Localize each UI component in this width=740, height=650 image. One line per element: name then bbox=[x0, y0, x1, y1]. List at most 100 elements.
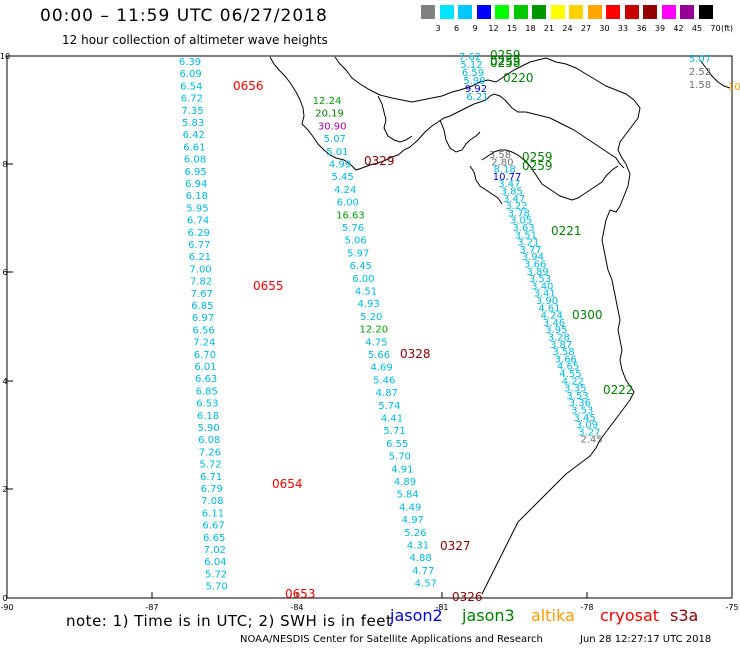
track1-wave-height: 7.67 bbox=[191, 289, 213, 300]
track3-wave-height: 3.87 bbox=[550, 340, 572, 351]
track1-wave-height: 7.35 bbox=[181, 106, 203, 117]
track3-wave-height: 3.47 bbox=[498, 179, 520, 190]
track1-wave-height: 6.18 bbox=[186, 191, 208, 202]
y-axis-labels: 0 2 4 6 8 10 bbox=[0, 52, 10, 603]
credit-line: NOAA/NESDIS Center for Satellite Applica… bbox=[240, 634, 543, 645]
legend-value: 30 bbox=[599, 24, 610, 33]
legend-swatch bbox=[495, 5, 509, 19]
legend-value: 24 bbox=[562, 24, 573, 33]
track1-time: 0654 bbox=[272, 477, 303, 491]
legend-swatch bbox=[698, 5, 713, 19]
track3-wave-height: 3.85 bbox=[501, 187, 523, 198]
track1-wave-height: 6.29 bbox=[188, 228, 210, 239]
track3-time: 0221 bbox=[551, 224, 582, 238]
axis-ticks bbox=[6, 55, 733, 599]
track1-wave-height: 6.56 bbox=[193, 325, 215, 336]
track2-wave-height: 16.63 bbox=[336, 210, 365, 221]
legend-value: 33 bbox=[617, 24, 629, 33]
satellite-label-jason3: jason3 bbox=[462, 606, 515, 625]
legend-swatch bbox=[680, 5, 694, 19]
track3-time: 0220 bbox=[503, 71, 534, 85]
legend-swatch bbox=[532, 5, 546, 19]
legend-value: 45 bbox=[691, 24, 703, 33]
track1-wave-height: 6.65 bbox=[203, 533, 225, 544]
track2-wave-height: 5.07 bbox=[324, 134, 346, 145]
track3-wave-height: 3.66 bbox=[524, 260, 546, 271]
track2-wave-height: 5.74 bbox=[378, 401, 400, 412]
legend-value: 6 bbox=[453, 24, 460, 33]
x-axis-label: -87 bbox=[145, 603, 158, 612]
generated-timestamp: Jun 28 12:27:17 UTC 2018 bbox=[580, 634, 712, 645]
track2-wave-height: 5.01 bbox=[326, 147, 348, 158]
track2-wave-height: 4.41 bbox=[381, 414, 403, 425]
track1-wave-height: 6.18 bbox=[197, 411, 219, 422]
track3-wave-height: 3.66 bbox=[555, 354, 577, 365]
track2-wave-height: 6.00 bbox=[337, 198, 359, 209]
x-axis-label: -75 bbox=[725, 603, 738, 612]
track3-wave-height: 3.53 bbox=[571, 406, 593, 417]
legend-value: 3 bbox=[435, 24, 441, 33]
altimeter-tracks: 6.396.096.546.727.355.836.426.616.086.95… bbox=[179, 48, 740, 604]
track2-time: 0326 bbox=[452, 590, 483, 604]
x-axis-label: -81 bbox=[435, 603, 448, 612]
track3-wave-height: 4.65 bbox=[557, 362, 579, 373]
track2-time: 0329 bbox=[364, 154, 395, 168]
legend-unit: (ft) bbox=[721, 24, 734, 33]
track3-wave-height: 8.18 bbox=[494, 165, 516, 176]
track1-wave-height: 6.97 bbox=[192, 313, 214, 324]
track3-time: 0258 bbox=[490, 56, 521, 70]
track2-wave-height: 5.71 bbox=[383, 426, 405, 437]
coastline bbox=[269, 56, 731, 595]
y-axis-label: 2 bbox=[2, 485, 7, 494]
track3-time: 0259 bbox=[490, 54, 521, 68]
track1-wave-height: 6.61 bbox=[183, 142, 205, 153]
track2-wave-height: 4.97 bbox=[402, 515, 424, 526]
track2-time: 0328 bbox=[400, 347, 431, 361]
track1-wave-height: 6.85 bbox=[196, 386, 218, 397]
track3-time: 0259 bbox=[522, 150, 553, 164]
legend-swatch bbox=[439, 5, 454, 19]
track3-wave-height: 3.45 bbox=[573, 413, 595, 424]
track3-wave-height: 3.21 bbox=[517, 238, 539, 249]
track3-wave-height: 3.63 bbox=[512, 223, 534, 234]
track2-wave-height: 5.20 bbox=[360, 312, 382, 323]
legend-swatch bbox=[569, 5, 583, 19]
track2-wave-height: 6.55 bbox=[386, 439, 408, 450]
legend-swatch bbox=[513, 5, 528, 19]
track1-wave-height: 6.74 bbox=[187, 216, 209, 227]
legend-value: 70 bbox=[710, 24, 721, 33]
track2-wave-height: 20.19 bbox=[315, 109, 344, 120]
track1-wave-height: 6.08 bbox=[184, 155, 206, 166]
track3-wave-height: 3.90 bbox=[536, 296, 558, 307]
satellite-label-jason2: jason2 bbox=[390, 606, 443, 625]
y-axis-label: 10 bbox=[0, 52, 10, 61]
track3-top-wave-height: 5.99 bbox=[463, 76, 485, 87]
track3-wave-height: 3.51 bbox=[515, 230, 537, 241]
map-subtitle: 12 hour collection of altimeter wave hei… bbox=[62, 33, 328, 47]
track2-wave-height: 4.31 bbox=[407, 541, 429, 552]
track1-wave-height: 6.95 bbox=[184, 167, 206, 178]
track3-time: 0259 bbox=[522, 159, 553, 173]
track2-wave-height: 5.45 bbox=[331, 172, 353, 183]
track3-wave-height: 4.22 bbox=[562, 376, 584, 387]
track1-wave-height: 7.24 bbox=[193, 338, 215, 349]
track3-wave-height: 3.77 bbox=[519, 245, 541, 256]
track1-wave-height: 7.82 bbox=[190, 277, 212, 288]
legend-swatch bbox=[624, 5, 639, 19]
track2-wave-height: 4.89 bbox=[394, 477, 416, 488]
track3-top-wave-height: 6.21 bbox=[466, 92, 488, 103]
track1-wave-height: 5.90 bbox=[197, 423, 219, 434]
track2-time: 0327 bbox=[440, 539, 471, 553]
track1-time: 0653 bbox=[285, 587, 316, 601]
track2-wave-height: 4.57 bbox=[415, 579, 437, 590]
legend-value: 36 bbox=[636, 24, 647, 33]
track1-wave-height: 6.77 bbox=[188, 240, 210, 251]
track2-wave-height: 12.20 bbox=[359, 325, 388, 336]
x-axis-label: -90 bbox=[0, 603, 13, 612]
track1-time: 0655 bbox=[253, 279, 284, 293]
track2-wave-height: 4.88 bbox=[409, 553, 431, 564]
track2-wave-height: 4.93 bbox=[357, 299, 379, 310]
track3-wave-height: 3.05 bbox=[510, 216, 532, 227]
track1-wave-height: 6.39 bbox=[179, 57, 201, 68]
track3-wave-height: 10.77 bbox=[493, 172, 522, 183]
